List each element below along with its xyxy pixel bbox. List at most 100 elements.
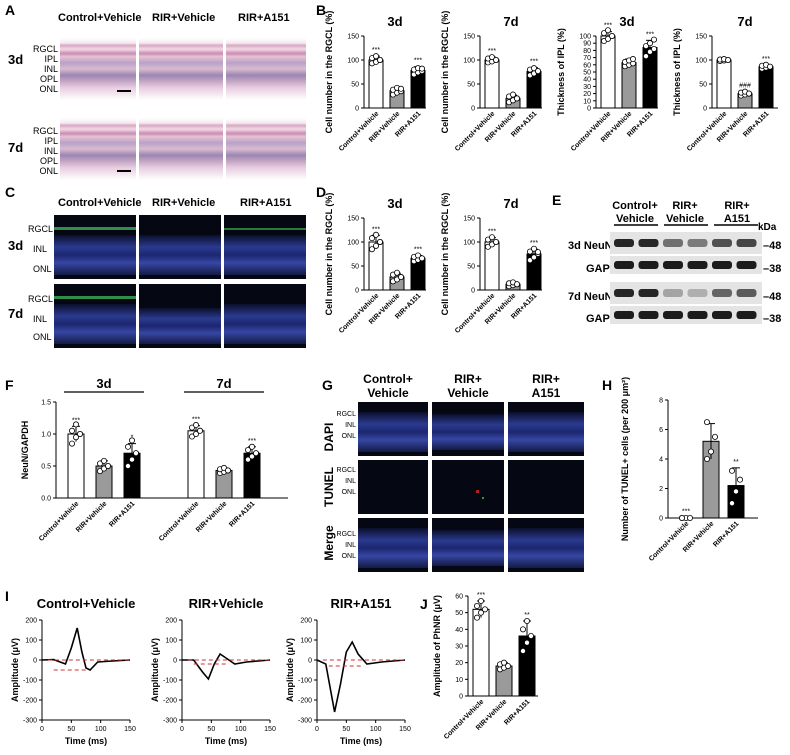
data-point (605, 27, 612, 34)
significance-label: *** (248, 438, 256, 445)
x-tick-label: 100 (235, 726, 247, 733)
layer-label: ONL (39, 166, 58, 176)
data-point (489, 54, 496, 61)
data-point (643, 53, 650, 60)
blot-strip (610, 232, 762, 254)
y-tick-label: 0.0 (41, 496, 51, 503)
y-tick-label: -300 (23, 718, 37, 725)
c-row-7d: 7d (8, 306, 24, 321)
data-point (767, 63, 774, 70)
a-col-a151: RIR+A151 (238, 12, 290, 24)
c-col-a151: RIR+A151 (240, 197, 292, 209)
e-col-rir: RIR+ Vehicle (666, 200, 704, 225)
y-tick-label: 100 (165, 638, 177, 645)
data-point (248, 443, 255, 450)
layer-label: IPL (44, 54, 58, 64)
y-tick-label: 150 (347, 216, 359, 223)
g-merge-rir (432, 518, 504, 572)
chart-i-erg-a151: RIR+A151 -300 -200 -100 0 100 200 0 50 100 150 Time… (285, 596, 411, 746)
x-tick-label: 0 (180, 726, 184, 733)
data-point (398, 85, 405, 92)
group-label: 7d (216, 376, 231, 391)
x-tick-label: 100 (370, 726, 382, 733)
a-layers-7d: RGCL IPL INL OPL ONL (28, 126, 58, 176)
y-tick-label: 0.5 (41, 464, 51, 471)
data-point (528, 633, 535, 640)
data-point (505, 663, 512, 670)
blot-band (638, 311, 659, 319)
data-point (732, 488, 739, 495)
data-point (129, 456, 136, 463)
significance-label: *** (530, 59, 538, 66)
data-point (535, 68, 542, 75)
western-blot (610, 232, 762, 324)
data-point (493, 239, 500, 246)
data-point (478, 597, 485, 604)
blot-band (736, 289, 757, 297)
y-tick-label: 6 (659, 427, 663, 434)
g-col-a151: RIR+ A151 (531, 372, 561, 400)
chart-title: 7d (503, 196, 518, 211)
data-point (478, 609, 485, 616)
y-tick-label: -200 (163, 698, 177, 705)
panel-letter-e: E (552, 192, 562, 208)
y-tick-label: 200 (300, 618, 312, 625)
g-layers-merge: RGCL INL ONL (336, 531, 356, 560)
if-image-ctrl-3d (54, 215, 136, 279)
significance-label: *** (372, 47, 380, 54)
significance-label: *** (646, 31, 654, 38)
g-tunel-a151 (508, 460, 584, 514)
g-tunel-ctrl (358, 460, 428, 514)
y-axis-label: Thickness of IPL (%) (556, 28, 566, 116)
chart-f-neun-gapdh: 0.0 0.5 1.0 1.5 NeuN/GAPDH *** Control+Vehicle… (20, 376, 288, 543)
data-point (69, 427, 76, 434)
data-point (369, 235, 376, 242)
x-tick-label: 50 (67, 726, 75, 733)
a-row-3d: 3d (8, 52, 24, 67)
significance-label: *** (488, 48, 496, 55)
c-col-rir: RIR+Vehicle (152, 197, 216, 209)
erg-trace (316, 640, 406, 713)
chart-i-erg-rir: RIR+Vehicle -300 -200 -100 0 100 200 0 50 100 150 T… (150, 596, 276, 746)
data-point (514, 281, 521, 288)
y-tick-label: 20 (583, 91, 591, 98)
y-tick-label: -300 (163, 718, 177, 725)
y-tick-label: 100 (347, 240, 359, 247)
data-point (252, 450, 259, 457)
blot-strip (610, 282, 762, 304)
data-point (531, 65, 538, 72)
significance-label: ### (739, 83, 751, 90)
y-tick-label: 100 (300, 638, 312, 645)
chart-title: RIR+Vehicle (189, 596, 264, 611)
data-point (133, 450, 140, 457)
c-col-ctrl: Control+Vehicle (58, 197, 142, 209)
y-tick-label: 40 (583, 77, 591, 84)
data-point (377, 239, 384, 246)
y-tick-label: 80 (583, 48, 591, 55)
y-tick-label: 60 (455, 594, 463, 601)
data-point (101, 457, 108, 464)
y-tick-label: 0 (308, 658, 312, 665)
bar (187, 430, 205, 499)
x-tick-label: 0 (40, 726, 44, 733)
he-image-a151-3d (226, 38, 306, 100)
x-tick-label: Control+Vehicle (38, 500, 81, 543)
bar (484, 59, 500, 109)
blot-band (663, 311, 683, 319)
x-axis-label: Time (ms) (205, 736, 247, 746)
chart-b-3d-rgcl: 3d 0 50 100 150 Cell number in the RGCL (%) **… (324, 11, 426, 153)
layer-label: IPL (44, 136, 58, 146)
he-image-rir-7d (139, 118, 223, 180)
x-tick-label: Control+Vehicle (158, 500, 201, 543)
data-point (377, 57, 384, 64)
bar (621, 62, 637, 109)
panel-letter-j: J (420, 596, 428, 612)
y-axis-label: Thickness of IPL (%) (672, 28, 682, 116)
wb-marker: –38 (763, 313, 782, 325)
e-col-a151: RIR+ A151 (723, 200, 751, 225)
data-point (527, 257, 534, 264)
chart-d-3d-rgcl: 3d 0 50 100 150 Cell number in the RGCL (%) **… (324, 193, 426, 335)
data-point (524, 639, 531, 646)
y-axis-label: Amplitude (μV) (10, 638, 20, 702)
